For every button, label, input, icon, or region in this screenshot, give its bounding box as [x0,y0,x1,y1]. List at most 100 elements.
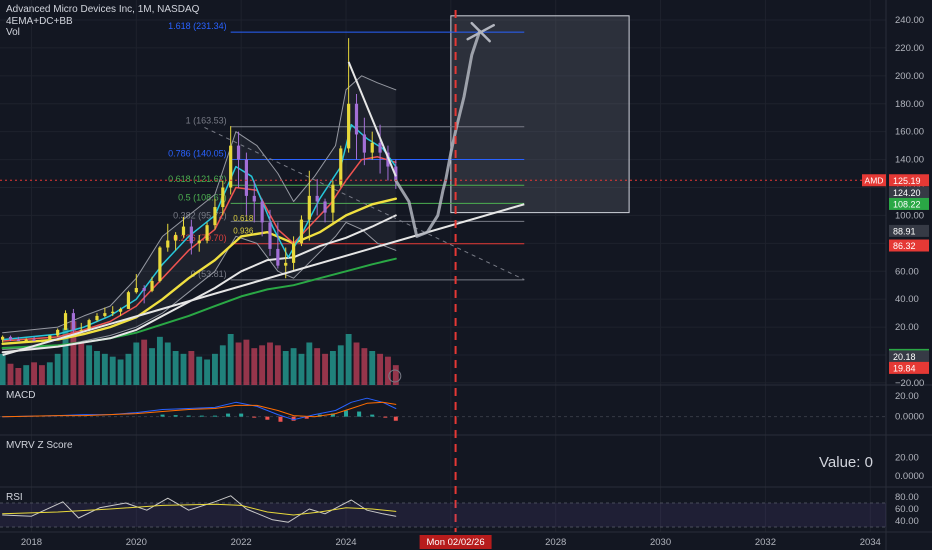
fib-level-label: 0.382 (95.72) [173,210,227,220]
candle-body [339,148,343,185]
candle-body [134,288,138,293]
macd-pane-label[interactable]: MACD [6,390,36,401]
volume-bar [392,365,399,385]
time-tick-label: 2018 [21,537,42,548]
price-badge-bg [889,197,929,210]
price-tick-label: 240.00 [895,15,924,26]
signal-line [2,401,397,418]
price-badge-text: 20.18 [893,352,916,362]
time-tick-label: 2022 [231,537,252,548]
candle-body [299,219,304,244]
volume-label[interactable]: Vol [6,27,20,38]
candle-body [307,195,311,220]
trendlines[interactable] [2,61,525,356]
volume-bar [298,353,305,385]
candle-body [244,159,249,196]
mvrv-tick-label: 0.0000 [895,471,924,482]
fib-level-label: 0.236 (79.70) [173,233,227,243]
candle-body [111,311,115,314]
volume-bar [267,342,273,385]
time-tick-label: 2020 [126,537,147,548]
candle-body [118,308,123,312]
candle-body [213,207,217,226]
candle-body [150,281,154,291]
fib-retracement[interactable]: 1.618 (231.34) 1 (163.53) 0.786 (140.05) 0.… [168,21,525,281]
price-badge-bg [889,186,929,199]
inner-fib-label: 0.936 [233,227,254,236]
candle-body [40,341,44,343]
volume-bar [243,339,250,385]
price-badge-text: 19.84 [893,363,916,373]
volume-bar [361,348,368,385]
price-badge-bg [889,361,929,374]
candle-body [166,240,170,248]
volume-bar [94,351,100,385]
volume-bar [164,342,171,385]
price-badge-text: 124.20 [893,188,921,198]
volume-bar [219,345,226,385]
price-badge-text: 86.32 [893,241,916,251]
price-badge-text: 125.19 [893,176,921,186]
volume-bar [23,365,30,385]
macd-tick-label: 0.0000 [895,412,924,423]
volume-bar [290,348,297,385]
candle-body [205,225,209,241]
target-box[interactable] [450,15,630,214]
candle-body [284,262,288,266]
macd-histogram-bar [265,416,270,420]
candle-body [142,288,146,291]
mvrv-pane-label[interactable]: MVRV Z Score [6,440,73,451]
price-badge-text: 88.91 [893,226,916,236]
symbol-badge-text: AMD [865,175,884,185]
macd-histogram-bar [370,414,375,417]
rsi-band [0,503,886,527]
candle-body [394,166,398,181]
candle-body [291,243,296,263]
macd-histogram-bar [252,416,257,418]
symbol-badge-bg [862,174,886,187]
price-tick-label: 100.00 [895,210,924,221]
candle-body [354,103,359,135]
volume-bar [345,334,352,385]
indicators-label[interactable]: 4EMA+DC+BB [6,16,73,27]
rsi-tick-label: 80.00 [895,492,919,503]
price-tick-label: 200.00 [895,71,924,82]
macd-histogram-bar [239,413,244,417]
rsi-ma-line [2,503,397,516]
candle-body [181,226,186,235]
time-axis[interactable]: 201820202022202420262028203020322034Mon … [21,535,881,549]
rsi-pane-label[interactable]: RSI [6,492,23,503]
volume-bar [369,351,376,385]
candle-body [8,336,13,340]
volume-bar [196,356,203,385]
macd-histogram-bar [186,415,191,417]
symbol-title[interactable]: Advanced Micro Devices Inc, 1M, NASDAQ [6,4,200,15]
price-badge-bg [889,350,929,363]
price-tick-label: 20.00 [895,322,919,333]
projection-path [394,29,482,238]
candle-body [87,320,91,330]
price-tick-label: 140.00 [895,155,924,166]
cursor-date-badge [419,535,492,549]
price-candles [1,38,398,343]
time-tick-label: 2032 [755,537,776,548]
time-tick-label: 2024 [335,537,356,548]
trendline-fib-diagonal [204,127,525,281]
candle-body [276,248,280,266]
volume-bar [133,342,140,385]
projection-drawing[interactable] [0,10,886,532]
macd-histogram-bar [160,414,165,417]
candle-body [236,145,241,160]
volume-bar [188,351,195,385]
fib-level-label: 1 (163.53) [186,116,227,126]
candle-body [197,240,201,244]
volume-bar [314,348,321,385]
volume-bar [204,359,211,385]
candle-body [95,315,99,321]
volume-bar [385,356,391,385]
mvrv-value-readout: Value: 0 [819,454,873,471]
price-tick-label: 160.00 [895,127,924,138]
bb-fill [2,75,396,350]
macd-histogram-bar [330,413,335,417]
